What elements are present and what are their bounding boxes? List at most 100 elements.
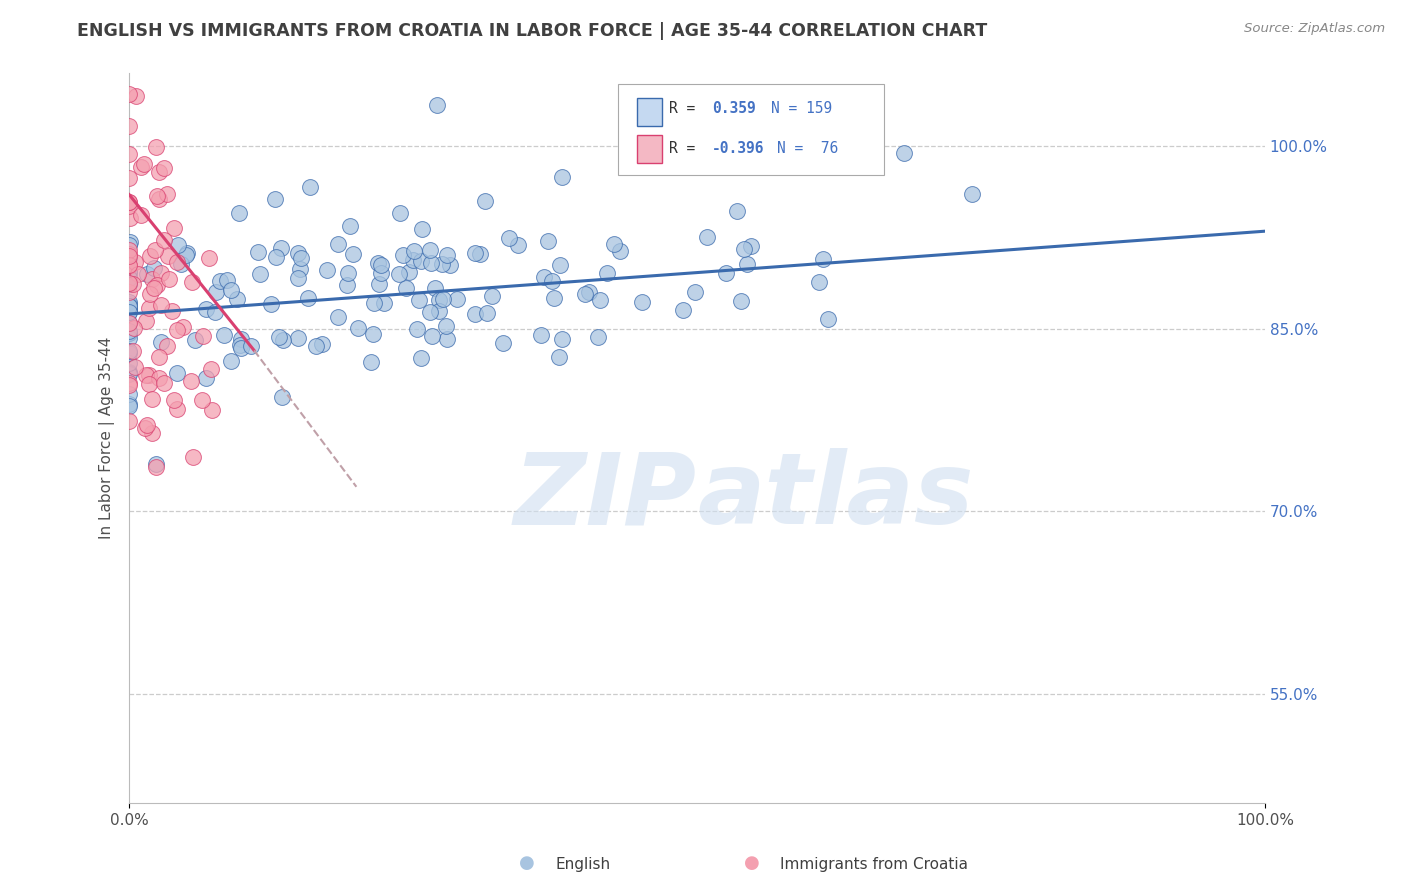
Text: 0.359: 0.359 xyxy=(711,102,755,116)
Point xyxy=(118,146,141,161)
Point xyxy=(409,351,432,365)
Point xyxy=(273,333,295,347)
Point xyxy=(118,399,141,413)
Point xyxy=(205,285,228,299)
Point xyxy=(342,247,364,261)
Point xyxy=(145,189,167,203)
Point xyxy=(398,265,420,279)
Point xyxy=(176,247,198,261)
Point xyxy=(204,305,226,319)
Point xyxy=(190,393,212,408)
Point xyxy=(191,329,214,343)
Point xyxy=(138,368,160,382)
Point xyxy=(405,322,427,336)
Point xyxy=(118,304,141,318)
Point xyxy=(118,366,141,380)
Point xyxy=(363,296,385,310)
Point xyxy=(893,145,915,160)
Point xyxy=(360,355,382,369)
Point xyxy=(145,460,167,475)
Point xyxy=(132,156,155,170)
Text: Immigrants from Croatia: Immigrants from Croatia xyxy=(780,857,969,872)
Point xyxy=(118,249,141,263)
Point xyxy=(551,170,574,185)
Point xyxy=(184,334,207,348)
Point xyxy=(198,251,221,265)
Point xyxy=(170,256,193,270)
Point xyxy=(118,259,141,273)
Point xyxy=(225,293,247,307)
Point xyxy=(305,339,328,353)
Point xyxy=(118,317,141,331)
Point xyxy=(145,457,167,471)
Point xyxy=(118,377,141,392)
Point xyxy=(336,266,359,280)
Point xyxy=(124,255,146,269)
Text: English: English xyxy=(555,857,610,872)
Point xyxy=(419,244,441,258)
Point xyxy=(297,291,319,305)
Point xyxy=(120,211,142,226)
Point xyxy=(195,371,218,385)
Point xyxy=(388,206,411,220)
Point xyxy=(118,365,141,379)
Point xyxy=(166,402,188,417)
Point xyxy=(508,238,530,252)
Point xyxy=(118,264,141,278)
Text: atlas: atlas xyxy=(697,448,973,545)
Text: ●: ● xyxy=(519,855,536,872)
Point xyxy=(141,392,163,406)
Point xyxy=(148,350,170,364)
Point xyxy=(129,161,152,175)
Point xyxy=(548,350,571,364)
Point xyxy=(270,390,292,404)
Point xyxy=(118,258,141,272)
Point xyxy=(530,328,553,343)
Point xyxy=(118,367,141,381)
Point xyxy=(118,277,141,291)
Point xyxy=(166,367,188,381)
Point xyxy=(143,260,166,275)
Point xyxy=(118,316,141,330)
Point xyxy=(201,402,224,417)
Point xyxy=(960,186,983,201)
Point xyxy=(269,330,291,344)
Point xyxy=(118,267,141,281)
Point xyxy=(181,450,204,464)
Point xyxy=(603,237,626,252)
Point xyxy=(290,251,312,265)
Point xyxy=(533,270,555,285)
Point xyxy=(160,303,183,318)
Point xyxy=(118,277,141,291)
Point xyxy=(492,335,515,350)
FancyBboxPatch shape xyxy=(617,84,884,175)
Point xyxy=(474,194,496,208)
Point xyxy=(287,331,309,345)
Point xyxy=(361,327,384,342)
Text: ZIP: ZIP xyxy=(515,448,697,545)
Point xyxy=(426,97,449,112)
Text: ●: ● xyxy=(744,855,761,872)
Point xyxy=(118,199,141,213)
Point xyxy=(420,328,443,343)
Point xyxy=(141,271,163,285)
Point xyxy=(118,397,141,411)
Point xyxy=(475,306,498,320)
Point xyxy=(166,323,188,337)
Point xyxy=(135,313,157,327)
Point xyxy=(118,276,141,290)
Point xyxy=(228,205,250,219)
Point xyxy=(118,326,141,340)
Point xyxy=(402,253,425,268)
Point xyxy=(131,208,153,222)
Point xyxy=(543,291,565,305)
Point xyxy=(200,362,222,376)
Point xyxy=(551,332,574,346)
Point xyxy=(683,285,706,299)
Point xyxy=(427,304,450,318)
Point xyxy=(135,417,157,432)
Point xyxy=(219,283,242,297)
Point xyxy=(696,230,718,244)
Point xyxy=(176,245,198,260)
Point xyxy=(143,244,166,258)
